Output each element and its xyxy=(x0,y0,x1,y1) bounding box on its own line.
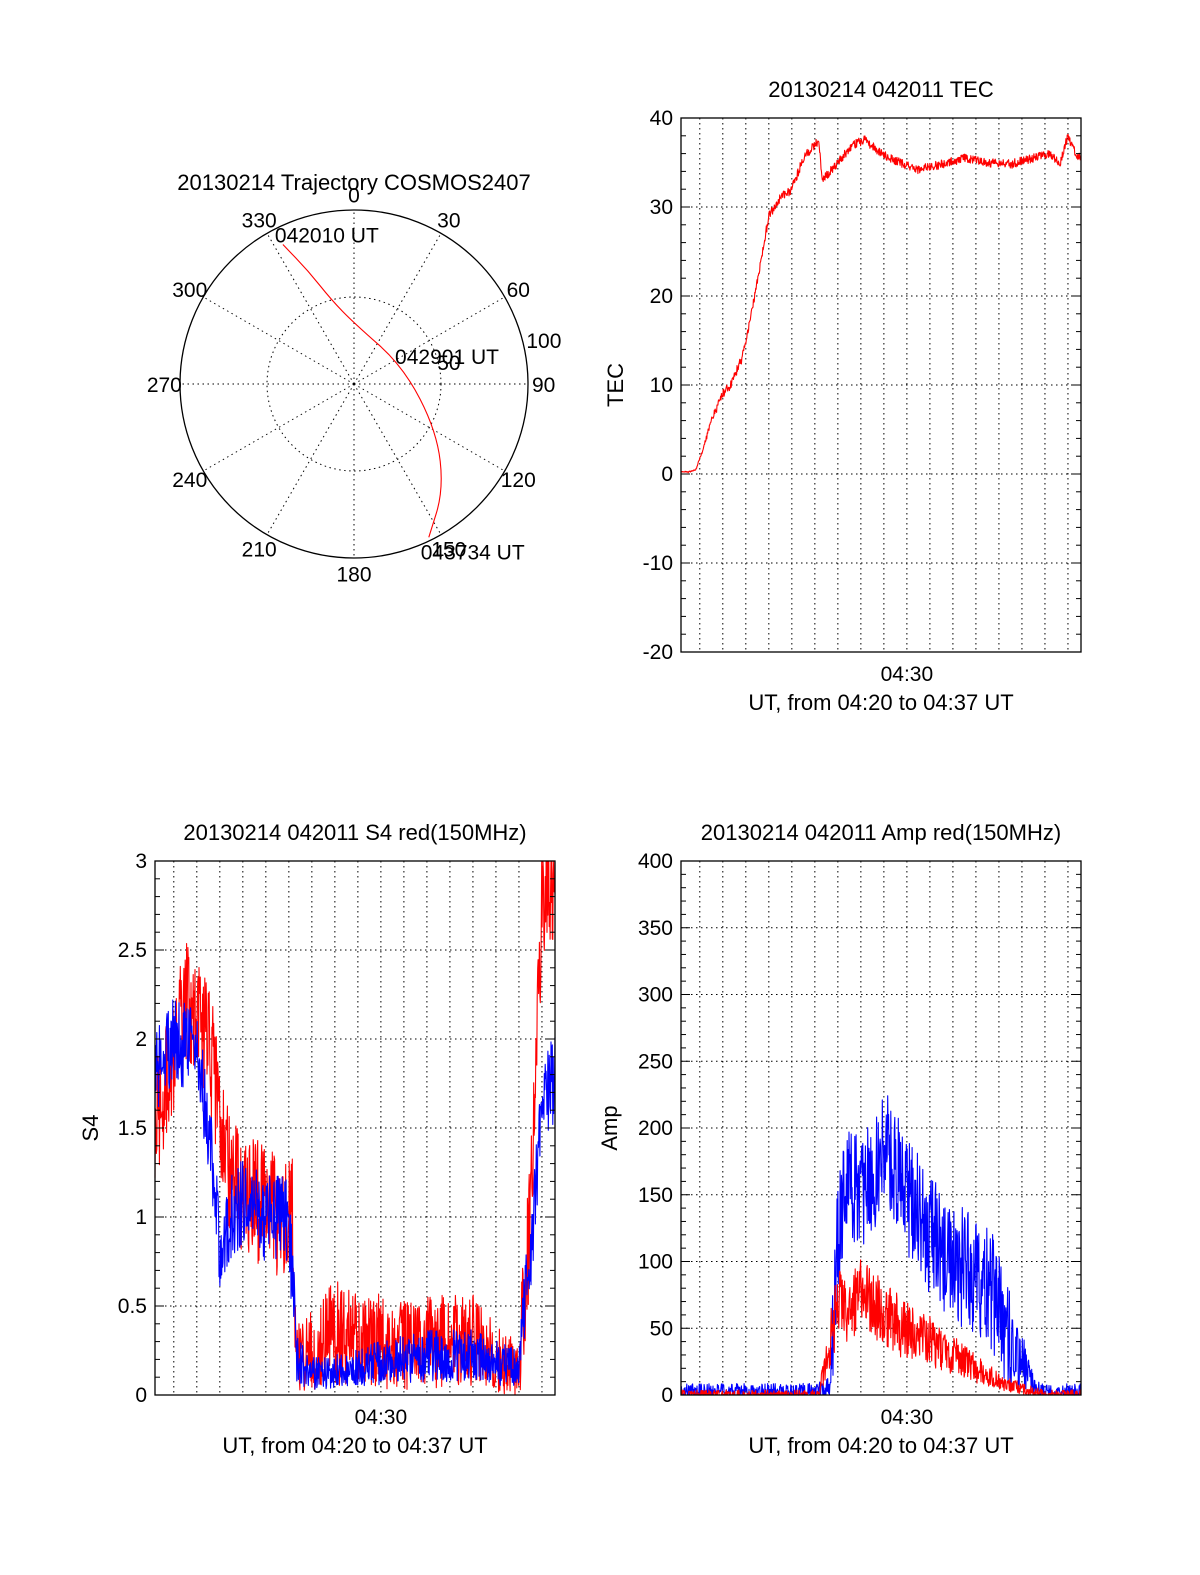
polar-spoke xyxy=(353,383,442,535)
polar-traces xyxy=(282,244,442,538)
y-tick-label: 10 xyxy=(650,374,673,397)
y-tick-label: 20 xyxy=(650,285,673,308)
polar-azimuth-label: 0 xyxy=(348,184,360,207)
y-tick-label: 300 xyxy=(638,984,673,1007)
polar-azimuth-label: 330 xyxy=(242,210,277,233)
x-tick-label: 04:30 xyxy=(355,1406,408,1429)
y-tick-label: 0 xyxy=(661,1384,673,1407)
polar-radial-label: 100 xyxy=(526,330,561,353)
polar-outer-circle xyxy=(179,209,529,559)
y-tick-label: 30 xyxy=(650,196,673,219)
tec-xlabel: UT, from 04:20 to 04:37 UT xyxy=(748,690,1013,715)
y-tick-label: 400 xyxy=(638,850,673,873)
amp-xlabel: UT, from 04:20 to 04:37 UT xyxy=(748,1433,1013,1458)
s4-series-line xyxy=(154,999,556,1390)
polar-azimuth-label: 240 xyxy=(172,469,207,492)
y-tick-label: 1.5 xyxy=(118,1117,147,1140)
polar-azimuth-label: 150 xyxy=(431,538,466,561)
y-tick-label: 2.5 xyxy=(118,939,147,962)
s4-xlabel: UT, from 04:20 to 04:37 UT xyxy=(222,1433,487,1458)
tec-title: 20130214 042011 TEC xyxy=(768,77,994,102)
tec-ticks: -20 -10 0 10 20 30 40 04:30 xyxy=(643,107,1081,686)
y-tick-label: 50 xyxy=(650,1317,673,1340)
polar-azimuth-label: 300 xyxy=(172,279,207,302)
amp-ticks: 0 50 100 150 200 250 300 350 400 04:30 xyxy=(638,850,1081,1429)
polar-ring xyxy=(266,296,442,472)
polar-panel: 20130214 Trajectory COSMOS2407 0 30 60 90 12… xyxy=(147,170,562,587)
polar-spoke xyxy=(266,233,355,385)
y-tick-label: 0 xyxy=(661,463,673,486)
polar-radial-label: 50 xyxy=(437,352,460,375)
polar-azimuth-label: 120 xyxy=(501,469,536,492)
y-tick-label: 0 xyxy=(135,1384,147,1407)
y-tick-label: 350 xyxy=(638,917,673,940)
tec-panel: 20130214 042011 TEC -20 -10 0 10 20 30 40 04:30… xyxy=(603,77,1082,715)
y-tick-label: 250 xyxy=(638,1050,673,1073)
tec-series-line xyxy=(680,133,1082,474)
s4-title: 20130214 042011 S4 red(150MHz) xyxy=(183,820,526,845)
amp-traces xyxy=(680,1095,1082,1396)
polar-spoke xyxy=(353,233,442,385)
y-tick-label: 100 xyxy=(638,1251,673,1274)
polar-title: 20130214 Trajectory COSMOS2407 xyxy=(177,170,530,195)
polar-spoke xyxy=(203,296,355,385)
amp-title: 20130214 042011 Amp red(150MHz) xyxy=(701,820,1061,845)
polar-spoke xyxy=(353,296,505,385)
y-tick-label: 3 xyxy=(135,850,147,873)
s4-ticks: 0 0.5 1 1.5 2 2.5 3 04:30 xyxy=(118,850,555,1429)
polar-annotations: 042010 UT 042901 UT 043734 UT xyxy=(275,224,525,564)
polar-time-label: 042901 UT xyxy=(395,346,499,369)
s4-ylabel: S4 xyxy=(78,1115,103,1142)
y-tick-label: -10 xyxy=(643,552,673,575)
y-tick-label: 200 xyxy=(638,1117,673,1140)
polar-labels: 0 30 60 90 120 150 180 210 240 270 300 330 50 100 xyxy=(147,184,562,586)
s4-panel: 20130214 042011 S4 red(150MHz) 0 0.5 1 1.5 2… xyxy=(78,820,556,1458)
tec-traces xyxy=(680,133,1082,474)
y-tick-label: 150 xyxy=(638,1184,673,1207)
y-tick-label: 2 xyxy=(135,1028,147,1051)
polar-trajectory-line xyxy=(282,244,442,538)
y-tick-label: -20 xyxy=(643,641,673,664)
x-tick-label: 04:30 xyxy=(881,663,934,686)
tec-ylabel: TEC xyxy=(603,363,628,407)
y-tick-label: 0.5 xyxy=(118,1295,147,1318)
amp-series-line xyxy=(680,1095,1082,1396)
polar-spoke xyxy=(353,383,505,472)
s4-grid xyxy=(155,861,555,1395)
polar-azimuth-label: 180 xyxy=(336,564,371,587)
polar-time-label: 043734 UT xyxy=(421,541,525,564)
y-tick-label: 1 xyxy=(135,1206,147,1229)
polar-grid xyxy=(180,210,528,558)
polar-spoke xyxy=(203,383,355,472)
amp-ylabel: Amp xyxy=(597,1105,622,1150)
amp-series-line xyxy=(680,1259,1082,1396)
polar-azimuth-label: 90 xyxy=(532,374,555,397)
polar-azimuth-label: 60 xyxy=(507,279,530,302)
polar-time-label: 042010 UT xyxy=(275,224,379,247)
s4-series-line xyxy=(154,860,556,1396)
y-tick-label: 40 xyxy=(650,107,673,130)
amp-panel: 20130214 042011 Amp red(150MHz) 0 50 100 15… xyxy=(597,820,1082,1458)
tec-grid xyxy=(681,118,1081,652)
polar-azimuth-label: 210 xyxy=(242,538,277,561)
polar-azimuth-label: 270 xyxy=(147,374,182,397)
x-tick-label: 04:30 xyxy=(881,1406,934,1429)
polar-azimuth-label: 30 xyxy=(437,210,460,233)
polar-spoke xyxy=(266,383,355,535)
s4-traces xyxy=(154,860,556,1396)
